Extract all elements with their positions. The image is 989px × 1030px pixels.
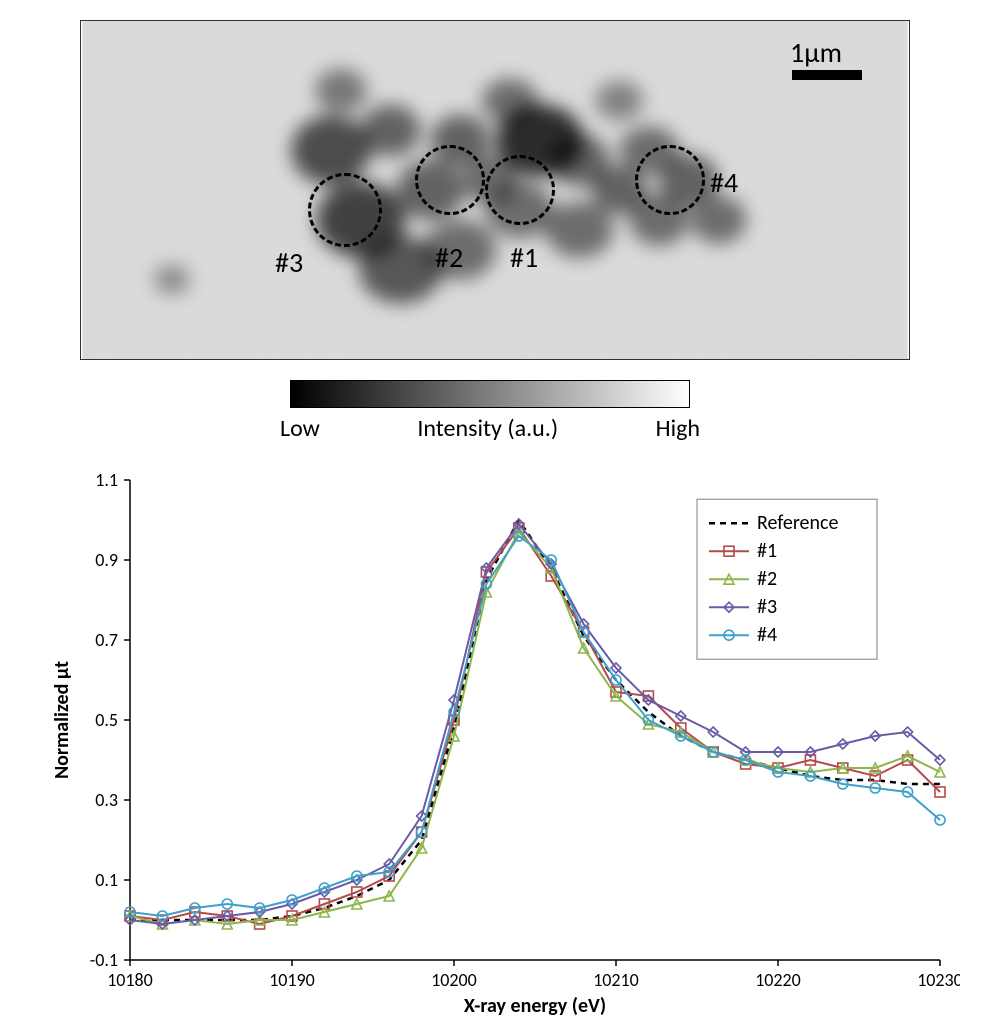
svg-text:Normalized µt: Normalized µt (50, 661, 74, 779)
micrograph-panel: #1 #2 #3 #4 1µm (80, 20, 910, 360)
svg-text:10200: 10200 (431, 969, 477, 991)
svg-text:0.1: 0.1 (95, 869, 118, 891)
svg-text:X-ray energy (eV): X-ray energy (eV) (464, 994, 606, 1018)
roi-label: #1 (510, 240, 538, 275)
scale-bar (792, 70, 862, 80)
legend-label: Reference (757, 511, 838, 535)
roi-label: #2 (435, 240, 463, 275)
svg-text:10220: 10220 (755, 969, 801, 991)
legend-label: #3 (757, 595, 777, 619)
legend-label: #2 (757, 567, 777, 591)
legend-label: #4 (757, 623, 777, 647)
roi-label: #3 (275, 245, 303, 280)
intensity-high-label: High (656, 414, 700, 443)
svg-text:0.5: 0.5 (95, 709, 118, 731)
legend-label: #1 (757, 539, 777, 563)
svg-text:10190: 10190 (269, 969, 315, 991)
svg-text:0.3: 0.3 (95, 789, 118, 811)
svg-text:1.1: 1.1 (95, 469, 118, 491)
svg-text:0.9: 0.9 (95, 549, 118, 571)
svg-text:-0.1: -0.1 (90, 949, 118, 971)
intensity-mid-label: Intensity (a.u.) (417, 414, 558, 443)
micrograph-image (80, 20, 910, 360)
intensity-gradient-bar (290, 380, 690, 408)
xanes-chart: -0.1 0.1 0.3 0.5 0.7 0.9 1.1 10180 10190 10200 102… (40, 460, 960, 1020)
svg-text:10180: 10180 (107, 969, 153, 991)
roi-label: #4 (710, 165, 738, 200)
svg-text:10230: 10230 (917, 969, 960, 991)
scale-bar-label: 1µm (790, 35, 842, 70)
svg-text:0.7: 0.7 (95, 629, 118, 651)
intensity-scale: Low Intensity (a.u.) High (250, 380, 730, 443)
svg-text:10210: 10210 (593, 969, 639, 991)
intensity-low-label: Low (280, 414, 320, 443)
